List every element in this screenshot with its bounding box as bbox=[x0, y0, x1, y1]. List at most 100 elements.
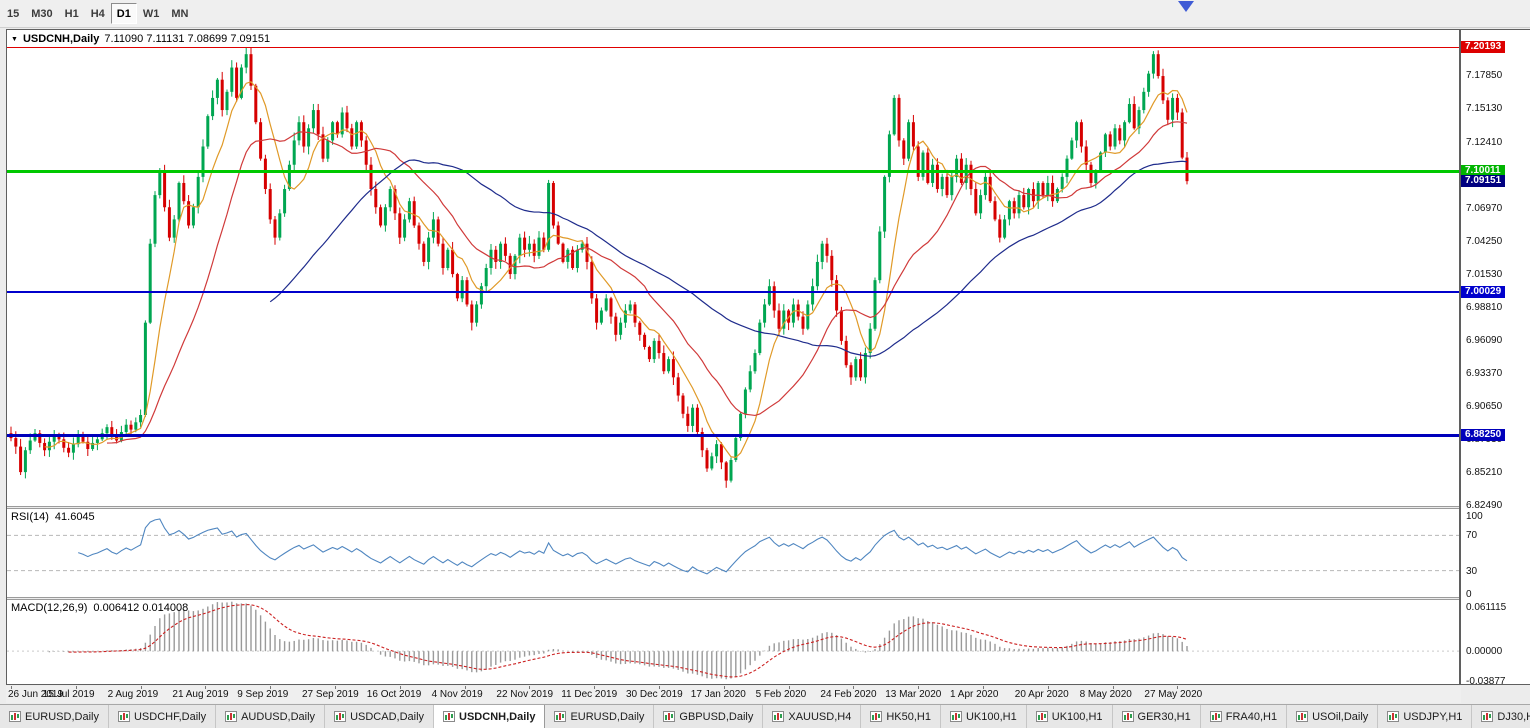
timeframe-button-H4[interactable]: H4 bbox=[90, 7, 105, 20]
macd-value: 0.006412 0.014008 bbox=[93, 602, 189, 614]
date-label: 27 May 2020 bbox=[1144, 689, 1203, 700]
tab-eurusd-daily[interactable]: EURUSD,Daily bbox=[0, 705, 109, 728]
date-label: 1 Apr 2020 bbox=[950, 689, 999, 700]
tab-usdcad-daily[interactable]: USDCAD,Daily bbox=[325, 705, 435, 728]
mini-chart-icon bbox=[1481, 711, 1494, 722]
mini-chart-icon bbox=[663, 711, 676, 722]
tab-uk100-h1[interactable]: UK100,H1 bbox=[1027, 705, 1113, 728]
date-label: 8 May 2020 bbox=[1079, 689, 1132, 700]
pane-splitter[interactable] bbox=[7, 506, 1459, 509]
rsi-indicator-label: RSI(14) 41.6045 bbox=[11, 511, 95, 523]
mini-chart-icon bbox=[9, 711, 21, 722]
date-label: 4 Nov 2019 bbox=[431, 689, 483, 700]
chart-shift-marker-icon[interactable] bbox=[1178, 1, 1194, 12]
timeframe-button-W1[interactable]: W1 bbox=[142, 7, 160, 20]
resistance2-price-label: 7.10011 bbox=[1461, 164, 1505, 177]
date-label: 26 Jun 2019 bbox=[8, 689, 64, 700]
mini-chart-icon bbox=[1121, 711, 1134, 722]
time-axis[interactable]: 26 Jun 2019 15 Jul 2019 2 Aug 2019 21 Aug 2… bbox=[6, 686, 1461, 703]
tab-label: UK100,H1 bbox=[965, 710, 1017, 723]
time-axis-tick bbox=[788, 686, 790, 689]
price-tick-label: 7.12410 bbox=[1466, 136, 1503, 148]
tab-label: USDCNH,Daily bbox=[459, 710, 536, 723]
tab-label: GBPUSD,Daily bbox=[679, 710, 754, 723]
price-chart-canvas[interactable] bbox=[7, 30, 1459, 506]
timeframe-button-15[interactable]: 15 bbox=[7, 7, 20, 20]
mini-chart-icon bbox=[443, 711, 456, 722]
date-label: 21 Aug 2019 bbox=[172, 689, 229, 700]
time-axis-tick bbox=[335, 686, 336, 689]
pane-splitter[interactable] bbox=[7, 597, 1459, 600]
key-level-hline[interactable] bbox=[7, 290, 1459, 293]
date-label: 24 Feb 2020 bbox=[820, 689, 877, 700]
tab-dj30-h1[interactable]: DJ30,H1 bbox=[1472, 705, 1530, 728]
mini-chart-icon bbox=[334, 711, 347, 722]
tab-fra40-h1[interactable]: FRA40,H1 bbox=[1201, 705, 1288, 728]
macd-chart-canvas[interactable] bbox=[7, 600, 1459, 684]
price-axis[interactable]: 7.178507.151307.124107.096907.069707.042… bbox=[1460, 29, 1530, 687]
time-axis-tick bbox=[399, 686, 401, 689]
tab-label: USDCHF,Daily bbox=[133, 710, 207, 723]
rsi-pane: RSI(14) 41.6045 bbox=[7, 509, 1459, 597]
tab-eurusd-daily[interactable]: EURUSD,Daily bbox=[545, 705, 655, 728]
mini-chart-icon bbox=[870, 711, 883, 722]
time-axis-tick bbox=[723, 686, 725, 689]
time-axis-tick bbox=[1112, 686, 1114, 689]
chart-symbol-label: USDCNH,Daily bbox=[22, 33, 100, 45]
price-tick-label: 7.04250 bbox=[1466, 235, 1503, 247]
timeframe-button-H1[interactable]: H1 bbox=[64, 7, 79, 20]
resistance2-hline[interactable] bbox=[7, 169, 1459, 173]
date-label: 20 Apr 2020 bbox=[1014, 689, 1069, 700]
macd-name: MACD(12,26,9) bbox=[11, 602, 88, 614]
tab-label: DJ30,H1 bbox=[1497, 710, 1530, 723]
rsi-name: RSI(14) bbox=[11, 511, 49, 523]
tab-label: EURUSD,Daily bbox=[570, 710, 645, 723]
timeframe-button-D1[interactable]: D1 bbox=[110, 3, 137, 24]
mini-chart-icon bbox=[225, 711, 238, 722]
timeframe-button-MN[interactable]: MN bbox=[171, 7, 189, 20]
tab-ger30-h1[interactable]: GER30,H1 bbox=[1113, 705, 1201, 728]
chart-tab-bar: EURUSD,Daily USDCHF,Daily AUDUSD,Daily USDC… bbox=[0, 704, 1530, 728]
time-axis-tick bbox=[270, 686, 272, 689]
mini-chart-icon bbox=[772, 711, 785, 722]
date-label: 2 Aug 2019 bbox=[107, 689, 159, 700]
resistance-hline[interactable] bbox=[7, 46, 1459, 48]
mini-chart-icon bbox=[949, 711, 962, 722]
chart-ohlc-values: 7.11090 7.11131 7.08699 7.09151 bbox=[104, 33, 271, 45]
time-axis-tick bbox=[1177, 686, 1179, 689]
date-label: 15 Jul 2019 bbox=[42, 689, 95, 700]
tab-hk50-h1[interactable]: HK50,H1 bbox=[861, 705, 941, 728]
rsi-tick-label: 30 bbox=[1466, 565, 1478, 577]
tab-label: USDCAD,Daily bbox=[350, 710, 425, 723]
tab-usdjpy-h1[interactable]: USDJPY,H1 bbox=[1378, 705, 1473, 728]
price-tick-label: 7.17850 bbox=[1466, 70, 1503, 82]
tab-xauusd-h4[interactable]: XAUUSD,H4 bbox=[763, 705, 862, 728]
date-label: 27 Sep 2019 bbox=[302, 689, 359, 700]
tab-usoil-daily[interactable]: USOil,Daily bbox=[1287, 705, 1379, 728]
price-tick-label: 6.82490 bbox=[1466, 500, 1503, 512]
tab-audusd-daily[interactable]: AUDUSD,Daily bbox=[216, 705, 326, 728]
price-tick-label: 6.98810 bbox=[1466, 301, 1503, 313]
mini-chart-icon bbox=[1209, 711, 1222, 722]
time-axis-tick bbox=[659, 686, 660, 689]
tab-gbpusd-daily[interactable]: GBPUSD,Daily bbox=[654, 705, 764, 728]
price-tick-label: 6.93370 bbox=[1466, 367, 1503, 379]
macd-tick-label: 0.061115 bbox=[1466, 602, 1507, 613]
date-label: 22 Nov 2019 bbox=[496, 689, 554, 700]
tab-label: GER30,H1 bbox=[1137, 710, 1191, 723]
macd-tick-label: 0.00000 bbox=[1466, 646, 1503, 658]
tab-usdcnh-daily[interactable]: USDCNH,Daily bbox=[434, 705, 546, 728]
date-label: 16 Oct 2019 bbox=[366, 689, 422, 700]
support-price-label: 6.88250 bbox=[1461, 429, 1506, 442]
bid-price-label: 7.09151 bbox=[1461, 175, 1506, 188]
tab-usdchf-daily[interactable]: USDCHF,Daily bbox=[109, 705, 217, 728]
rsi-value: 41.6045 bbox=[54, 511, 95, 523]
timeframe-button-M30[interactable]: M30 bbox=[31, 7, 53, 20]
support-hline[interactable] bbox=[7, 434, 1459, 438]
tab-uk100-h1[interactable]: UK100,H1 bbox=[941, 705, 1027, 728]
tab-label: EURUSD,Daily bbox=[25, 710, 99, 723]
time-axis-tick bbox=[1047, 686, 1049, 689]
rsi-chart-canvas[interactable] bbox=[7, 509, 1459, 597]
tab-label: HK50,H1 bbox=[886, 710, 931, 723]
date-label: 30 Dec 2019 bbox=[626, 689, 683, 700]
